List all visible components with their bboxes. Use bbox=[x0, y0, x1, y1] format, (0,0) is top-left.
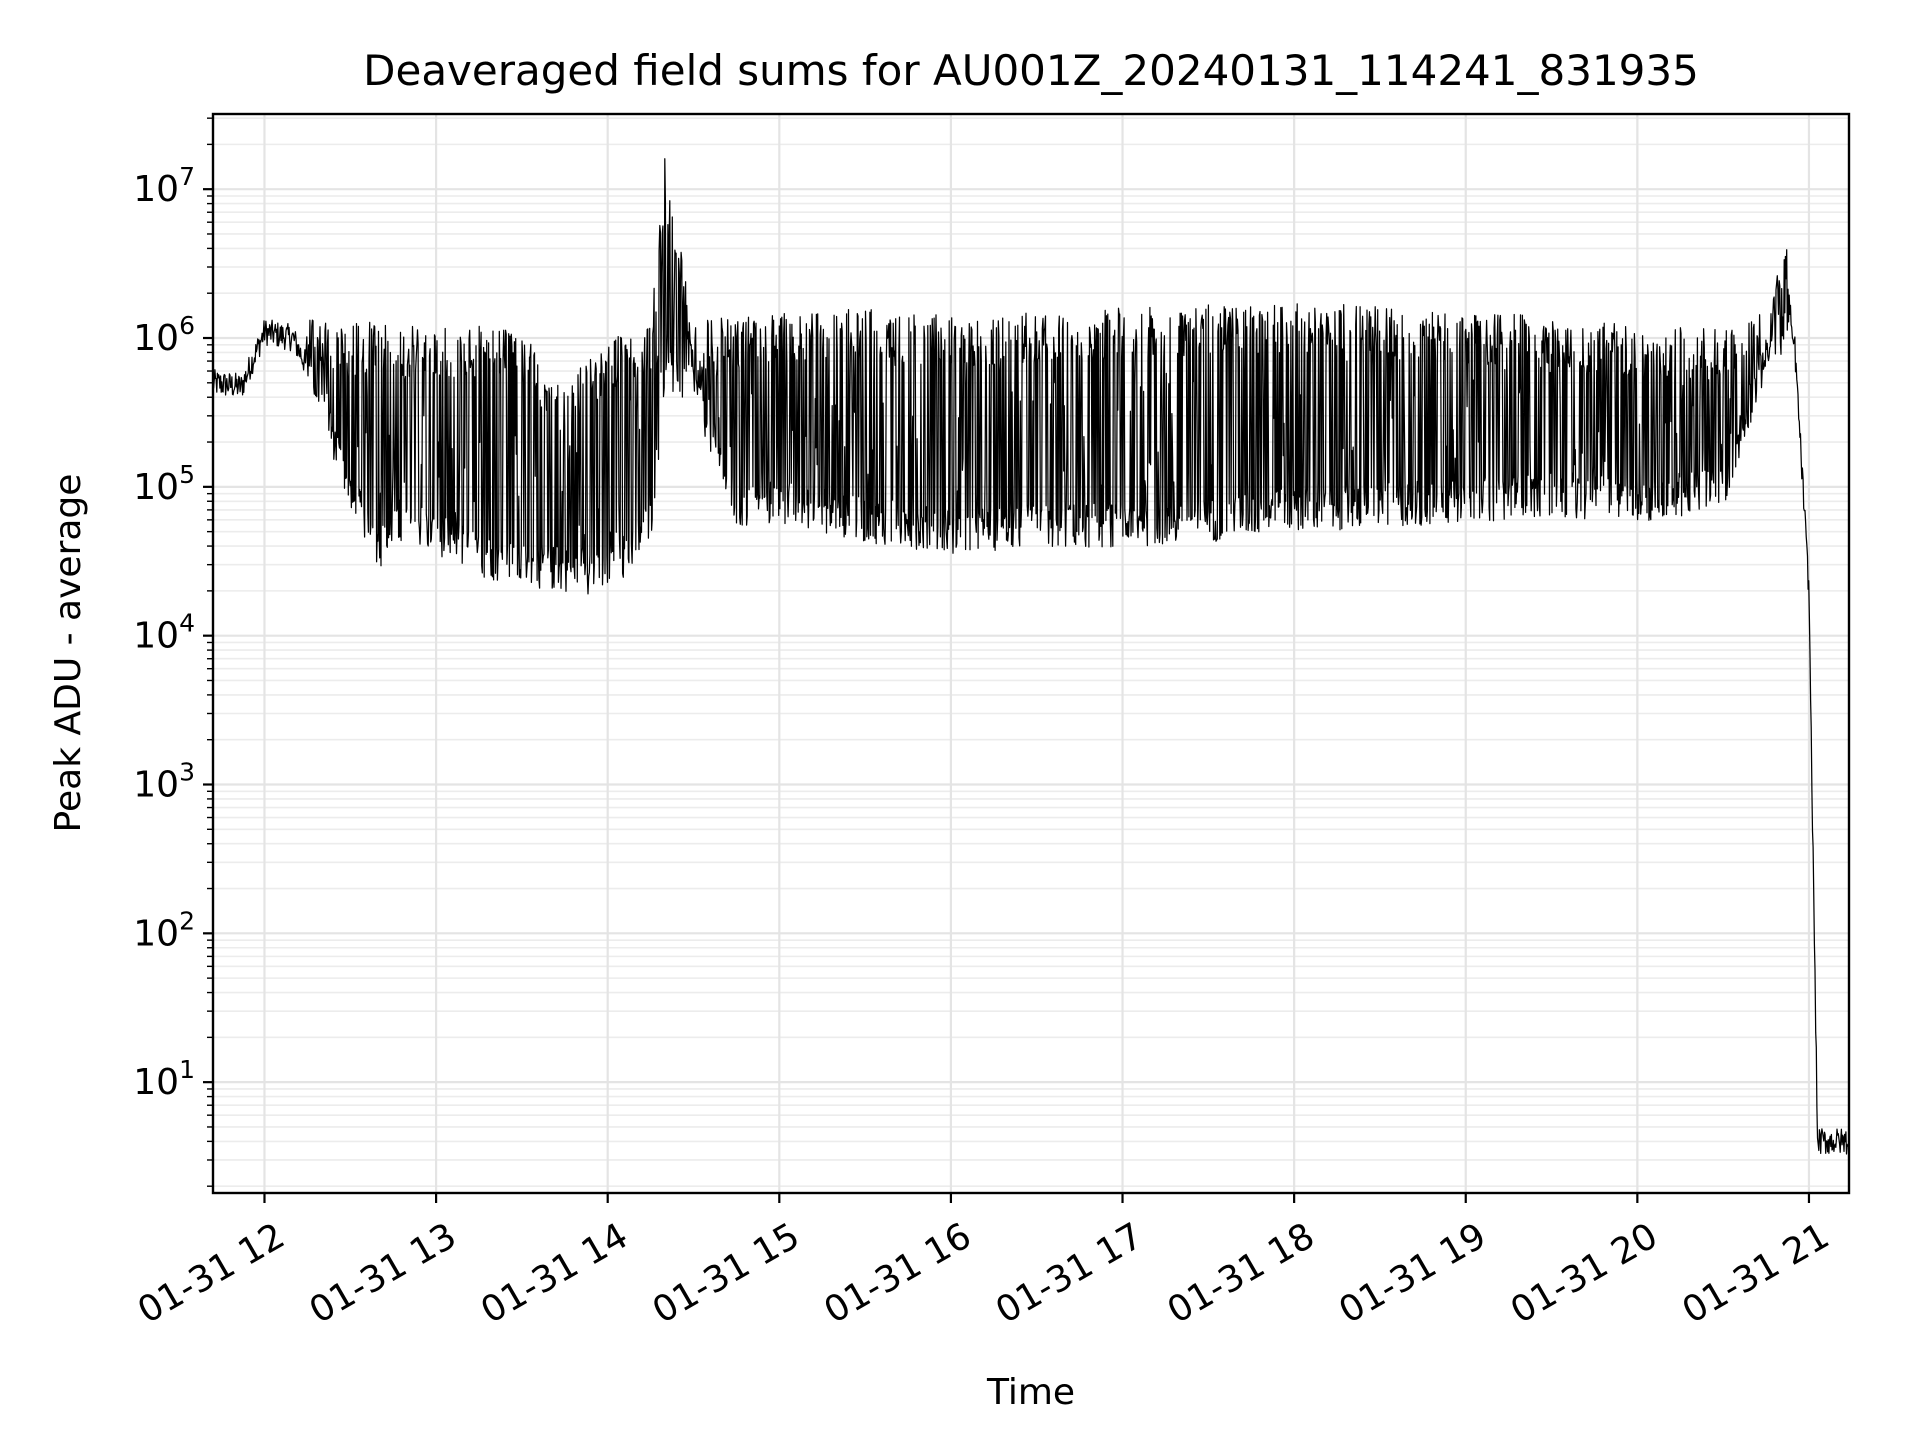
y-tick-exponent: 3 bbox=[179, 758, 195, 787]
y-tick-exponent: 2 bbox=[179, 906, 195, 935]
series-layer bbox=[212, 158, 1850, 1155]
y-tick-exponent: 1 bbox=[179, 1055, 195, 1084]
grid-layer bbox=[213, 114, 1849, 1193]
y-tick-exponent: 4 bbox=[179, 609, 195, 638]
y-tick-exponent: 5 bbox=[179, 460, 195, 489]
x-axis-label: Time bbox=[986, 1372, 1075, 1413]
y-axis-label: Peak ADU - average bbox=[48, 474, 89, 833]
y-tick-exponent: 6 bbox=[179, 311, 195, 340]
y-tick-exponent: 7 bbox=[179, 162, 195, 191]
chart-title: Deaveraged field sums for AU001Z_2024013… bbox=[363, 46, 1699, 95]
plot-frame bbox=[211, 112, 1851, 1195]
series-line bbox=[212, 158, 1850, 1155]
